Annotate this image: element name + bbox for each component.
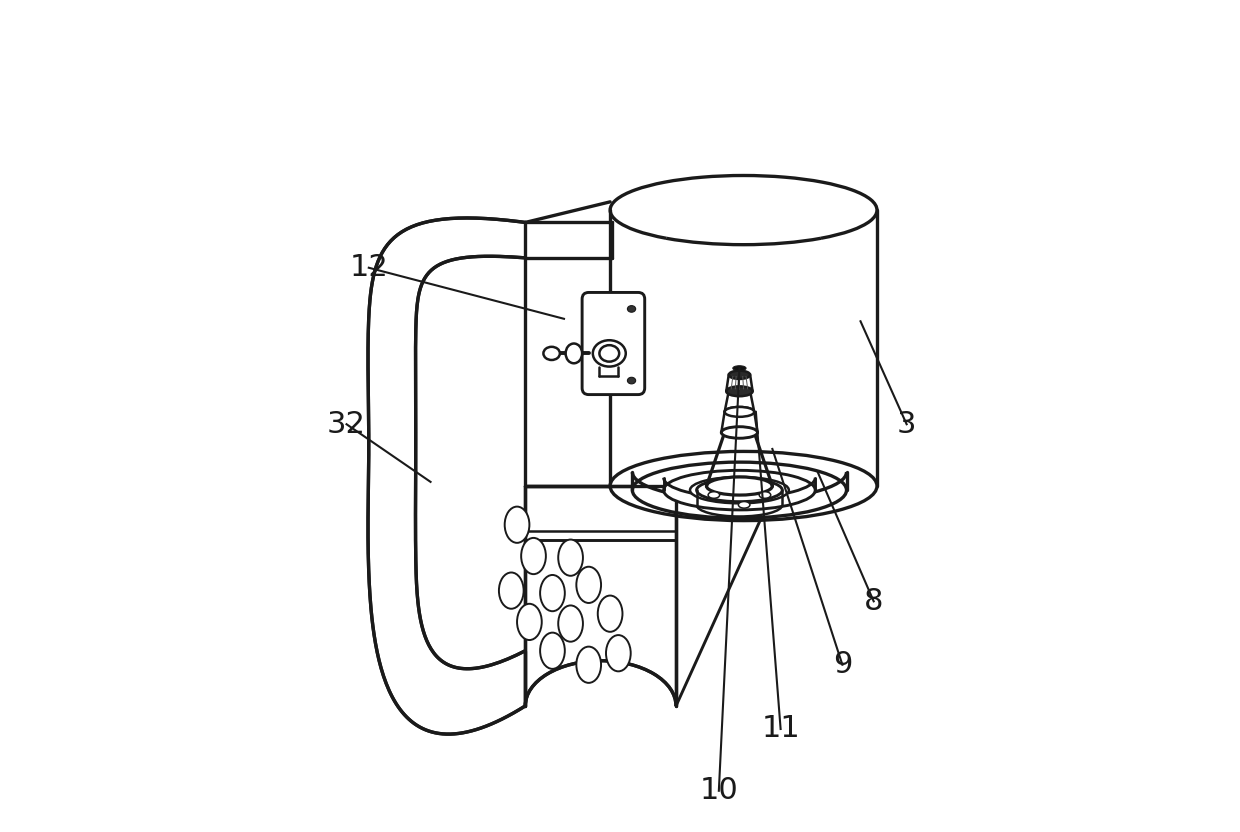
Ellipse shape: [541, 575, 564, 612]
Ellipse shape: [632, 462, 847, 518]
Text: 10: 10: [699, 776, 738, 805]
Ellipse shape: [697, 478, 782, 502]
Ellipse shape: [733, 366, 746, 371]
Ellipse shape: [727, 386, 753, 396]
Ellipse shape: [558, 606, 583, 641]
Ellipse shape: [526, 661, 676, 751]
Ellipse shape: [610, 452, 877, 521]
Ellipse shape: [599, 345, 619, 362]
Ellipse shape: [627, 305, 636, 312]
Ellipse shape: [663, 470, 815, 510]
Text: 12: 12: [350, 253, 388, 282]
Ellipse shape: [558, 539, 583, 576]
Text: 8: 8: [864, 587, 883, 616]
Ellipse shape: [521, 538, 546, 574]
Polygon shape: [368, 218, 526, 734]
Ellipse shape: [724, 407, 754, 417]
Ellipse shape: [759, 492, 771, 498]
Ellipse shape: [738, 502, 750, 508]
Ellipse shape: [627, 377, 636, 384]
Ellipse shape: [577, 646, 601, 683]
Ellipse shape: [541, 632, 564, 669]
Text: 9: 9: [833, 651, 852, 679]
Text: 11: 11: [761, 715, 800, 744]
Ellipse shape: [543, 347, 560, 360]
Text: 32: 32: [327, 409, 366, 438]
Polygon shape: [526, 486, 676, 706]
Ellipse shape: [729, 371, 750, 379]
Ellipse shape: [708, 492, 719, 498]
Ellipse shape: [689, 477, 789, 503]
Ellipse shape: [722, 427, 758, 438]
Ellipse shape: [593, 340, 626, 367]
Ellipse shape: [517, 604, 542, 640]
Ellipse shape: [707, 477, 773, 495]
Ellipse shape: [606, 635, 631, 671]
Ellipse shape: [598, 596, 622, 631]
Polygon shape: [529, 206, 676, 486]
Text: 3: 3: [897, 409, 916, 438]
Ellipse shape: [505, 507, 529, 542]
Ellipse shape: [565, 344, 582, 364]
Ellipse shape: [498, 572, 523, 609]
Ellipse shape: [577, 567, 601, 603]
FancyBboxPatch shape: [582, 293, 645, 394]
